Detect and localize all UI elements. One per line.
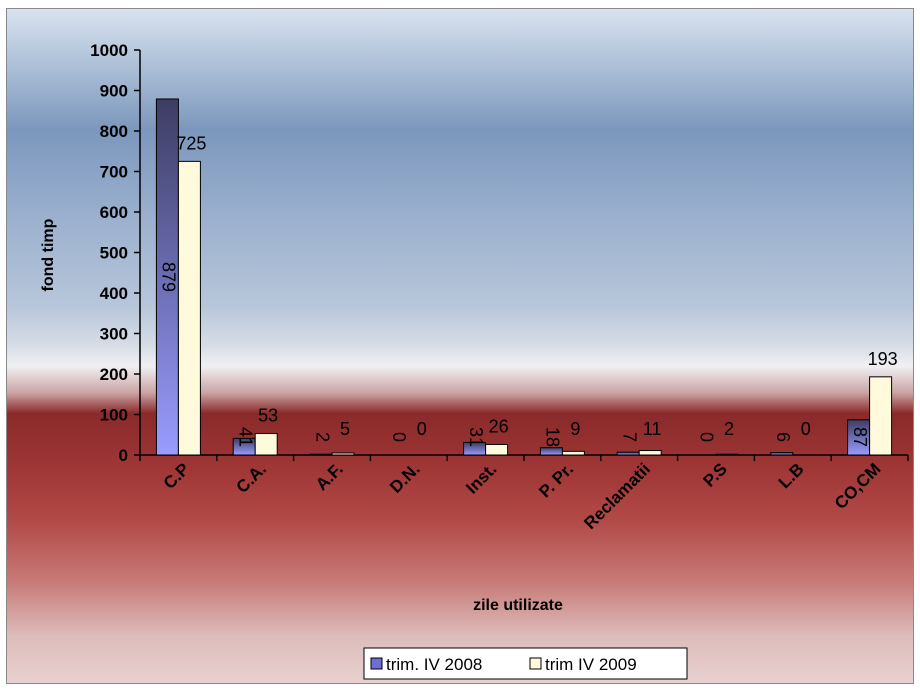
x-tick-label: L.B — [775, 459, 808, 492]
y-tick-label: 900 — [100, 82, 128, 101]
data-label-2009: 725 — [176, 133, 206, 153]
bar-2008 — [539, 447, 563, 456]
data-label-2008: 41 — [235, 427, 255, 447]
bar-2008 — [770, 452, 794, 456]
bar-2009 — [561, 450, 585, 456]
y-tick-label: 0 — [119, 446, 128, 465]
x-tick-label: P.S — [700, 459, 731, 490]
y-tick-label: 800 — [100, 122, 128, 141]
bar-2009 — [177, 160, 201, 456]
data-label-2008: 87 — [850, 427, 870, 447]
data-label-2009: 5 — [340, 419, 350, 439]
y-tick-label: 300 — [100, 325, 128, 344]
data-label-2009: 0 — [417, 419, 427, 439]
data-label-2009: 53 — [258, 406, 278, 426]
x-tick-label: D.N. — [386, 459, 423, 496]
y-tick-label: 500 — [100, 244, 128, 263]
y-tick-label: 1000 — [90, 41, 128, 60]
y-tick-label: 600 — [100, 203, 128, 222]
data-label-2008: 31 — [466, 427, 486, 447]
x-tick-label: C.P — [160, 459, 193, 492]
data-label-2009: 193 — [868, 349, 898, 369]
x-axis: C.P C.A. A.F. D.N. Inst. P. Pr. Reclamatii P.S L… — [139, 454, 909, 533]
x-tick-label: A.F. — [312, 459, 347, 494]
legend-swatch-2009 — [529, 657, 542, 670]
data-label-2009: 0 — [801, 419, 811, 439]
bar-2009 — [869, 376, 893, 456]
bar-2009 — [331, 452, 355, 456]
bar-2009 — [715, 453, 739, 456]
x-tick-label: P. Pr. — [535, 459, 577, 501]
data-label-2008: 0 — [696, 432, 716, 442]
y-axis: 0 100 200 300 400 500 600 700 800 900 1000 — [90, 41, 141, 465]
data-label-2008: 879 — [159, 262, 179, 292]
y-tick-label: 400 — [100, 284, 128, 303]
x-tick-label: Inst. — [462, 459, 500, 497]
data-label-2009: 11 — [643, 419, 662, 439]
x-axis-title: zile utilizate — [473, 597, 563, 614]
data-label-2009: 2 — [724, 419, 734, 439]
data-label-2009: 9 — [570, 419, 580, 439]
y-tick-label: 200 — [100, 365, 128, 384]
bar-2009 — [485, 443, 509, 456]
y-tick-label: 100 — [100, 406, 128, 425]
bar-2009 — [638, 450, 662, 456]
legend-box — [363, 647, 688, 680]
legend-swatch-2008 — [370, 657, 383, 670]
legend-label-2008: trim. IV 2008 — [386, 655, 482, 674]
data-label-2008: 0 — [389, 432, 409, 442]
legend: trim. IV 2008 trim IV 2009 — [363, 647, 688, 680]
bar-2008 — [616, 451, 640, 456]
bar-2009 — [254, 433, 278, 456]
x-tick-label: C.A. — [233, 459, 270, 496]
data-label-2008: 7 — [619, 432, 639, 442]
data-label-2008: 18 — [543, 427, 563, 447]
data-label-2008: 2 — [312, 432, 332, 442]
legend-label-2009: trim IV 2009 — [545, 655, 637, 674]
x-tick-label: CO,CM — [831, 459, 885, 513]
bars — [155, 98, 893, 456]
y-tick-label: 700 — [100, 163, 128, 182]
data-label-2009: 26 — [489, 416, 509, 436]
x-tick-label: Reclamatii — [580, 459, 654, 533]
y-axis-title: fond timp — [40, 218, 57, 291]
bar-2008 — [309, 453, 333, 456]
data-label-2008: 6 — [773, 432, 793, 442]
